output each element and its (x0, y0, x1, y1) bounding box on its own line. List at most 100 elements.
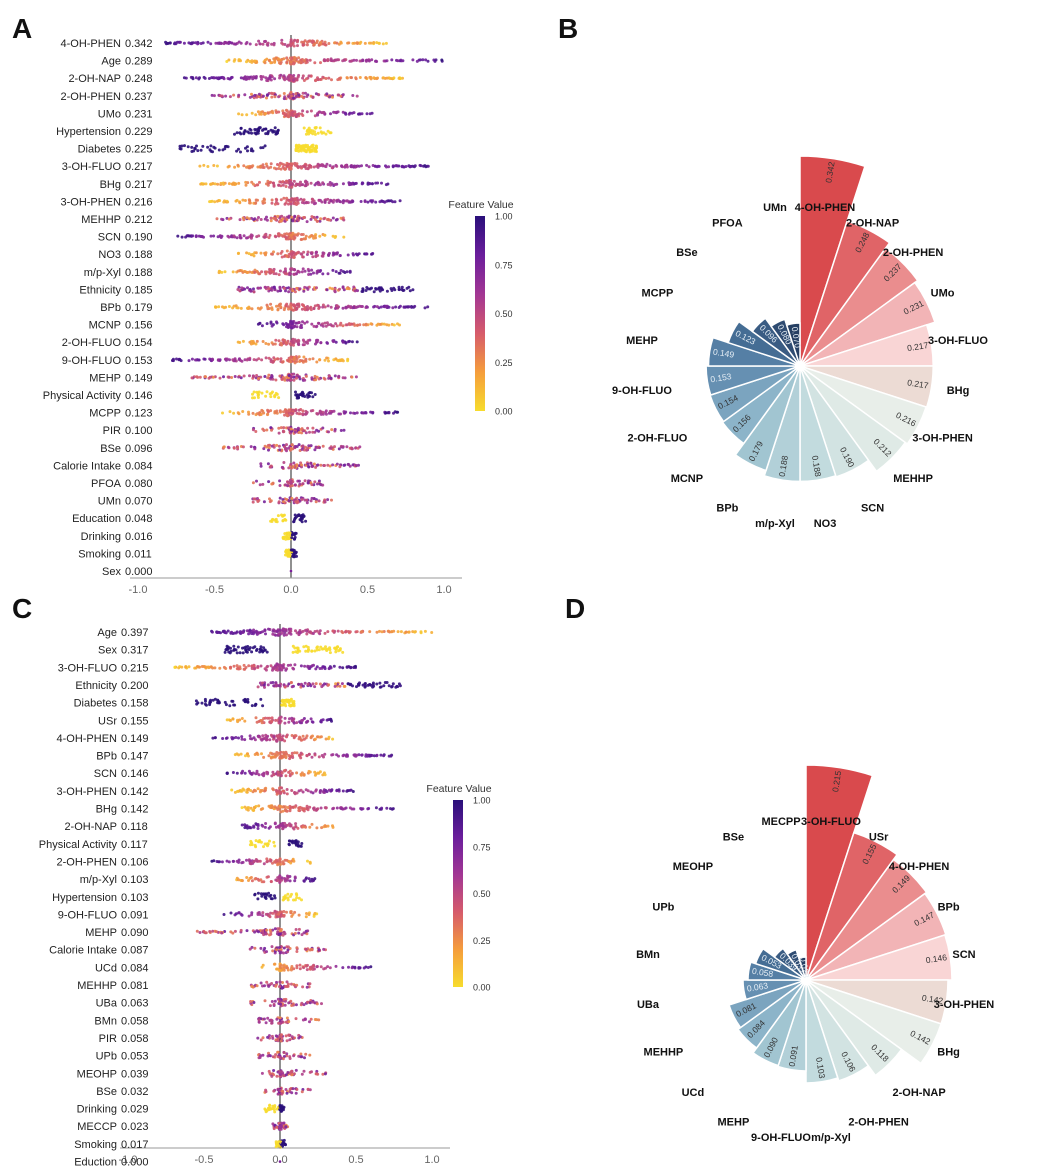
c-point (280, 631, 284, 635)
c-point (284, 629, 288, 633)
a-point (305, 220, 309, 224)
a-point (426, 59, 430, 63)
c-point (340, 630, 344, 633)
c-point (300, 933, 304, 937)
a-point (274, 216, 278, 220)
c-point (243, 738, 247, 742)
c-point (301, 734, 305, 738)
a-point (336, 110, 340, 114)
a-point (361, 287, 365, 291)
a-point (303, 285, 307, 289)
c-point (351, 684, 354, 688)
c-point (231, 717, 235, 721)
c-point (249, 839, 253, 843)
c-point (297, 931, 301, 935)
a-point (347, 183, 351, 187)
a-point (251, 411, 255, 415)
a-point (245, 251, 249, 255)
a-point (317, 321, 321, 325)
a-point (344, 199, 348, 203)
c-point (286, 948, 290, 952)
a-point (325, 356, 329, 360)
a-point (301, 76, 305, 80)
c-point (248, 826, 252, 830)
c-point (281, 789, 285, 793)
c-point (309, 736, 313, 740)
a-point (290, 496, 294, 500)
c-point (276, 734, 280, 738)
a-point (318, 219, 322, 223)
a-point (263, 40, 266, 43)
a-point (311, 198, 315, 201)
c-point (246, 698, 250, 701)
a-point (262, 429, 266, 432)
a-point (298, 287, 302, 291)
a-point (312, 165, 316, 169)
c-point (273, 844, 277, 848)
a-point (182, 41, 186, 45)
a-point (178, 358, 182, 361)
a-point (339, 429, 343, 432)
c-point (344, 630, 347, 634)
a-point (277, 500, 281, 504)
a-point (323, 358, 327, 362)
a-feature-importance: 0.179 (125, 302, 153, 314)
c-point (292, 704, 296, 708)
b-bar-bpb (734, 365, 801, 472)
a-point (241, 410, 245, 413)
a-point (311, 234, 315, 238)
c-feature-importance: 0.397 (121, 627, 149, 639)
a-point (289, 77, 293, 81)
a-point (283, 532, 287, 536)
a-point (236, 288, 240, 291)
c-point (177, 666, 181, 670)
c-point (314, 667, 318, 671)
c-point (335, 789, 339, 793)
a-point (357, 112, 361, 116)
c-point (321, 683, 325, 687)
a-feature-importance: 0.080 (125, 478, 153, 490)
a-point (251, 252, 255, 256)
a-point (296, 44, 299, 48)
c-point (250, 650, 254, 654)
a-point (321, 42, 325, 46)
c-point (294, 825, 298, 828)
a-row-calorie-intake (259, 461, 360, 470)
c-point (203, 702, 207, 706)
c-point (319, 645, 323, 649)
c-point (387, 684, 391, 688)
c-point (238, 718, 242, 722)
c-point (317, 948, 321, 952)
a-point (287, 114, 290, 118)
a-point (321, 272, 325, 276)
a-point (382, 322, 386, 326)
a-point (235, 198, 239, 202)
a-point (301, 43, 305, 47)
a-point (350, 340, 354, 344)
a-point (271, 360, 275, 364)
b-category-label: MCNP (671, 473, 703, 485)
c-point (289, 629, 293, 633)
c-point (195, 929, 199, 933)
a-point (338, 76, 341, 80)
a-point (325, 288, 329, 292)
a-row-3-oh-fluo (198, 161, 430, 171)
a-point (249, 289, 253, 293)
c-point (423, 629, 427, 633)
a-point (299, 323, 303, 327)
a-point (293, 290, 297, 294)
c-point (331, 629, 335, 633)
a-point (267, 287, 271, 291)
c-point (287, 842, 291, 846)
a-point (411, 164, 415, 168)
a-point (296, 198, 300, 202)
a-point (325, 162, 329, 166)
a-point (166, 41, 170, 45)
c-point (307, 752, 311, 756)
a-point (296, 39, 299, 43)
a-row-education (269, 513, 308, 524)
a-point (286, 323, 290, 327)
a-point (314, 500, 318, 504)
b-bar-umn (785, 322, 801, 367)
a-point (225, 199, 229, 203)
